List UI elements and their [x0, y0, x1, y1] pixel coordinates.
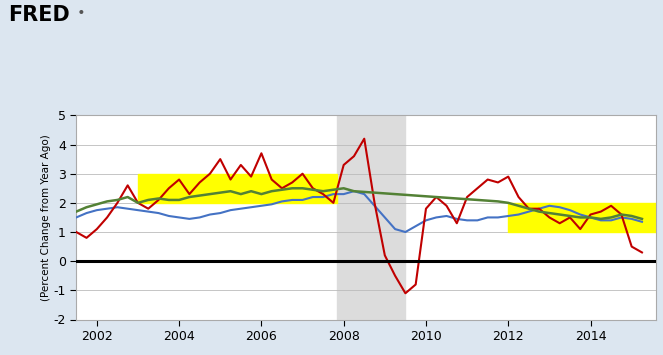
Text: FRED: FRED [8, 5, 70, 25]
Y-axis label: (Percent Change from Year Ago): (Percent Change from Year Ago) [40, 134, 50, 301]
Text: ∙: ∙ [76, 5, 85, 19]
Bar [337, 115, 405, 320]
